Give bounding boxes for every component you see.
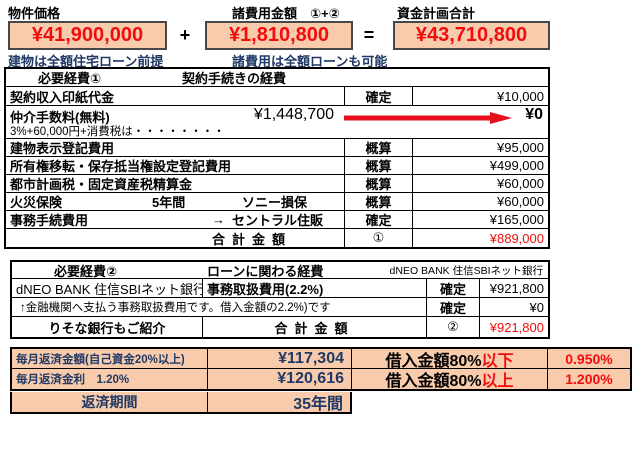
fees-amount-label: 諸費用金額 ①+② [232, 6, 340, 21]
expenses2-title: 必要経費② [54, 263, 118, 279]
fire-insurance-status: 概算 [345, 193, 413, 210]
expenses2-table: 必要経費② ローンに関わる経費 dNEO BANK 住信SBIネット銀行 dNE… [10, 260, 550, 339]
fire-insurance-provider: ソニー損保 [242, 195, 308, 210]
expenses2-bank-caption: dNEO BANK 住信SBIネット銀行 [389, 264, 543, 277]
admin-fee-status: 確定 [345, 211, 413, 228]
city-tax-status: 概算 [345, 175, 413, 192]
stamp-fee-value: ¥10,000 [497, 88, 544, 104]
funding-total-box: ¥43,710,800 [393, 21, 550, 50]
loan-handling-value: ¥921,800 [489, 280, 544, 296]
table-row: 所有権移転・保存抵当権設定登記費用 概算 ¥499,000 [6, 157, 548, 175]
brokerage-fee-original-value: ¥1,448,700 [253, 106, 334, 123]
funding-total-label: 資金計画合計 [397, 6, 476, 21]
arrow-right-glyph: → [212, 212, 225, 227]
expenses1-total-row: 合計金額 ① ¥889,000 [6, 229, 548, 247]
expenses2-header-row: 必要経費② ローンに関わる経費 dNEO BANK 住信SBIネット銀行 [12, 262, 548, 279]
repayment-period-table: 返済期間 35年間 [10, 392, 352, 414]
ownership-registry-label: 所有権移転・保存抵当権設定登記費用 [6, 157, 345, 174]
rate-over: 1.200% [548, 369, 630, 389]
loan-ratio-text: 借入金額80% [385, 373, 482, 389]
expenses1-subtitle: 契約手続きの経費 [182, 71, 287, 86]
loan-handling-row: dNEO BANK 住信SBIネット銀行 事務取扱費用(2.2%) 確定 ¥92… [12, 279, 548, 298]
city-tax-value: ¥60,000 [497, 176, 544, 191]
table-row: 都市計画税・固定資産税精算金 概算 ¥60,000 [6, 175, 548, 193]
fee-waived-arrow-icon [344, 111, 512, 129]
monthly-rate-value: ¥120,616 [208, 369, 352, 389]
ownership-registry-status: 概算 [345, 157, 413, 174]
brokerage-fee-row: 仲介手数料(無料) ¥1,448,700 ¥0 3%+60,000円+消費税は・… [6, 106, 548, 139]
property-price-box: ¥41,900,000 [8, 21, 167, 50]
expenses1-total-marker: ① [345, 229, 413, 247]
expenses1-header-row: 必要経費① 契約手続きの経費 [6, 69, 548, 87]
fees-amount-box: ¥1,810,800 [205, 21, 353, 50]
loan-note-value: ¥0 [529, 299, 544, 315]
expenses1-total-value: ¥889,000 [489, 230, 544, 246]
loan-handling-status: 確定 [427, 279, 480, 297]
brokerage-fee-value: ¥0 [525, 106, 543, 123]
loan-ratio-condition-under: 借入金額80% 以下 [352, 349, 548, 368]
monthly-amount-label: 毎月返済金額(自己資金20%以上) [12, 349, 208, 368]
fire-insurance-term: 5年間 [152, 195, 186, 210]
property-price-label: 物件価格 [8, 6, 61, 21]
loan-ratio-em: 以上 [481, 373, 514, 389]
expenses2-subtitle: ローンに関わる経費 [207, 263, 324, 279]
building-registry-status: 概算 [345, 139, 413, 156]
brokerage-fee-note: 3%+60,000円+消費税は・・・・・・・・ [10, 126, 225, 138]
loan-note-status: 確定 [427, 298, 480, 316]
admin-fee-label: 事務手続費用 [10, 213, 89, 228]
plus-operator: + [179, 25, 191, 45]
monthly-rate-label: 毎月返済金利 1.20% [12, 369, 208, 389]
admin-fee-provider: セントラル住販 [232, 213, 324, 228]
expenses2-total-marker: ② [427, 317, 480, 337]
expenses1-total-label: 合計金額 [212, 231, 293, 247]
fire-insurance-row: 火災保険 5年間 ソニー損保 概算 ¥60,000 [6, 193, 548, 211]
loan-ratio-condition-over: 借入金額80% 以上 [352, 369, 548, 389]
loan-note-row: ↑金融機関へ支払う事務取扱費用です。借入金額の2.2%)です 確定 ¥0 [12, 298, 548, 317]
fire-insurance-cell: 火災保険 5年間 ソニー損保 [6, 193, 345, 210]
expenses1-table: 必要経費① 契約手続きの経費 契約収入印紙代金 確定 ¥10,000 仲介手数料… [4, 67, 550, 249]
stamp-fee-label: 契約収入印紙代金 [6, 87, 345, 105]
fire-insurance-label: 火災保険 [10, 195, 63, 210]
building-registry-value: ¥95,000 [497, 140, 544, 155]
city-tax-label: 都市計画税・固定資産税精算金 [6, 175, 345, 192]
admin-fee-value: ¥165,000 [489, 212, 544, 227]
monthly-rate-row: 毎月返済金利 1.20% ¥120,616 借入金額80% 以上 1.200% [12, 369, 630, 389]
expenses2-total-row: りそな銀行もご紹介 合計金額 ② ¥921,800 [12, 317, 548, 337]
table-row: 契約収入印紙代金 確定 ¥10,000 [6, 87, 548, 106]
building-registry-label: 建物表示登記費用 [6, 139, 345, 156]
admin-fee-row: 事務手続費用 → セントラル住販 確定 ¥165,000 [6, 211, 548, 229]
period-value: 35年間 [208, 392, 350, 412]
loan-handling-item: 事務取扱費用(2.2%) [203, 279, 427, 297]
monthly-amount-value: ¥117,304 [208, 349, 352, 368]
period-label: 返済期間 [12, 392, 208, 412]
note-building-loan: 建物は全額住宅ローン前提 [8, 54, 164, 69]
admin-fee-cell: 事務手続費用 → セントラル住販 [6, 211, 345, 228]
repayment-table: 毎月返済金額(自己資金20%以上) ¥117,304 借入金額80% 以下 0.9… [10, 347, 632, 391]
loan-note-label: ↑金融機関へ支払う事務取扱費用です。借入金額の2.2%)です [12, 298, 427, 316]
expenses1-title: 必要経費① [38, 71, 102, 86]
fire-insurance-value: ¥60,000 [497, 194, 544, 209]
brokerage-fee-label: 仲介手数料(無料) [10, 110, 110, 125]
loan-ratio-text: 借入金額80% [385, 352, 482, 369]
stamp-fee-status: 確定 [345, 87, 413, 105]
loan-bank-label: dNEO BANK 住信SBIネット銀行 [12, 279, 203, 297]
expenses2-total-value: ¥921,800 [489, 319, 544, 335]
period-row: 返済期間 35年間 [12, 392, 350, 412]
note-fees-loan: 諸費用は全額ローンも可能 [232, 54, 388, 69]
equals-operator: = [363, 25, 375, 45]
table-row: 建物表示登記費用 概算 ¥95,000 [6, 139, 548, 157]
loan-ratio-em: 以下 [481, 352, 514, 369]
expenses2-total-label: 合計金額 [203, 317, 427, 337]
rate-under: 0.950% [548, 349, 630, 368]
monthly-amount-row: 毎月返済金額(自己資金20%以上) ¥117,304 借入金額80% 以下 0.9… [12, 349, 630, 369]
expenses1-total-cell: 合計金額 [6, 229, 345, 247]
ownership-registry-value: ¥499,000 [489, 158, 544, 173]
resona-referral-label: りそな銀行もご紹介 [12, 317, 203, 337]
